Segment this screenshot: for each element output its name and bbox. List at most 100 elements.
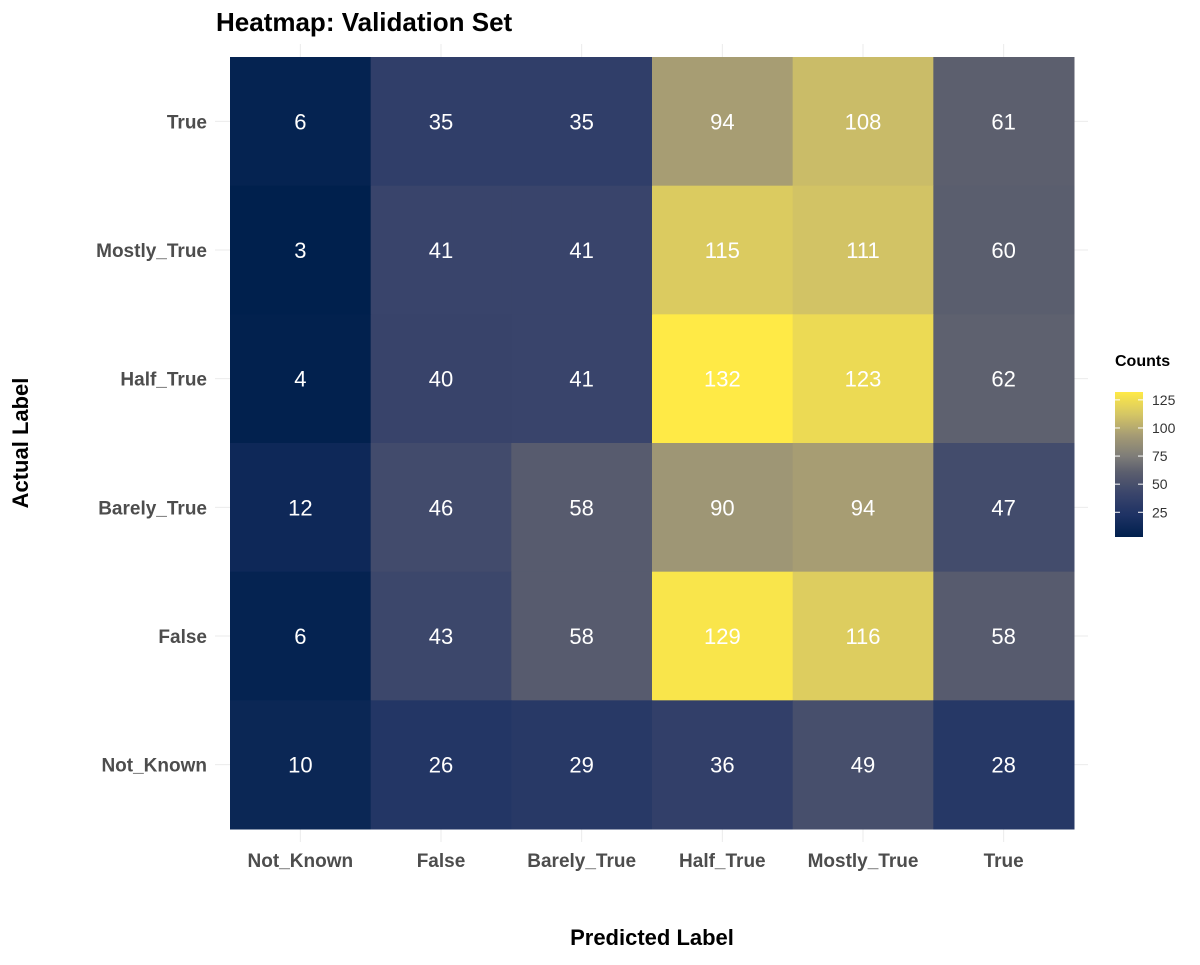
heatmap-cell: [792, 700, 934, 830]
x-tick-label: Half_True: [679, 851, 766, 872]
y-tick-label: Half_True: [120, 370, 207, 391]
heatmap-cell: [511, 443, 653, 573]
y-axis-title: Actual Label: [8, 378, 33, 509]
x-tick-label: Barely_True: [527, 851, 636, 872]
heatmap-cell: [511, 185, 653, 315]
heatmap-cell: [933, 314, 1075, 444]
cell-value-label: 41: [569, 238, 593, 263]
cell-value-label: 49: [851, 753, 875, 778]
cell-value-label: 43: [429, 624, 453, 649]
legend-colorbar: [1115, 392, 1143, 537]
cell-value-label: 12: [288, 495, 312, 520]
x-axis-title: Predicted Label: [570, 925, 734, 950]
y-tick-label: True: [167, 112, 207, 133]
cell-value-label: 90: [710, 495, 734, 520]
cell-value-label: 4: [294, 367, 306, 392]
cell-value-label: 62: [991, 367, 1015, 392]
cell-value-label: 29: [569, 753, 593, 778]
cell-value-label: 132: [704, 367, 741, 392]
legend-ticks: 25 50 75 100 125: [1115, 392, 1176, 520]
heatmap-cell: [370, 185, 512, 315]
cell-value-label: 115: [705, 238, 740, 263]
cell-value-label: 58: [569, 624, 593, 649]
heatmap-cell: [511, 700, 653, 830]
cell-value-label: 10: [288, 753, 312, 778]
x-tick-label: False: [417, 851, 466, 872]
heatmap-cell: [652, 700, 794, 830]
legend-tick-label: 100: [1152, 420, 1176, 436]
legend-tick-label: 50: [1152, 476, 1168, 492]
legend-title: Counts: [1115, 353, 1170, 370]
y-tick-label: False: [158, 627, 207, 648]
heatmap-cell: [792, 571, 934, 701]
cell-value-label: 6: [294, 624, 306, 649]
y-tick-label: Mostly_True: [96, 241, 207, 262]
x-tick-labels: Not_Known False Barely_True Half_True Mostly…: [248, 851, 1024, 872]
cell-value-label: 108: [845, 109, 882, 134]
heatmap-cell: [370, 571, 512, 701]
heatmap-cell: [511, 314, 653, 444]
cell-value-label: 3: [294, 238, 306, 263]
cell-value-label: 61: [991, 109, 1015, 134]
heatmap-cell: [792, 314, 934, 444]
heatmap-cell: [933, 57, 1075, 187]
cell-labels: 6 35 35 94 108 61 3 41 41 115 111 60 4 40 41 132 123 62 12…: [288, 109, 1016, 777]
heatmap-cell: [652, 57, 794, 187]
chart-title: Heatmap: Validation Set: [216, 7, 513, 37]
heatmap-cell: [370, 700, 512, 830]
heatmap-cell: [933, 700, 1075, 830]
heatmap-cell: [652, 185, 794, 315]
cell-value-label: 6: [294, 109, 306, 134]
x-tick-label: True: [984, 851, 1024, 872]
heatmap-cell: [230, 314, 372, 444]
x-tick-label: Not_Known: [248, 851, 354, 872]
heatmap-cell: [792, 57, 934, 187]
heatmap-cell: [230, 700, 372, 830]
heatmap-cell: [511, 57, 653, 187]
heatmap-cell: [230, 571, 372, 701]
heatmap-cells: [230, 57, 1075, 830]
heatmap-cell: [792, 443, 934, 573]
cell-value-label: 129: [704, 624, 741, 649]
cell-value-label: 35: [429, 109, 453, 134]
cell-value-label: 28: [991, 753, 1015, 778]
color-legend: Counts 25 50 75 100 125: [1115, 353, 1176, 537]
cell-value-label: 123: [845, 367, 882, 392]
heatmap-cell: [652, 571, 794, 701]
heatmap-cell: [370, 443, 512, 573]
cell-value-label: 116: [845, 624, 880, 649]
heatmap-cell: [933, 443, 1075, 573]
cell-value-label: 58: [569, 495, 593, 520]
legend-tick-label: 25: [1152, 504, 1168, 520]
heatmap-cell: [933, 185, 1075, 315]
y-tick-labels: True Mostly_True Half_True Barely_True False…: [96, 112, 207, 776]
heatmap-cell: [933, 571, 1075, 701]
heatmap-cell: [230, 443, 372, 573]
cell-value-label: 47: [991, 495, 1015, 520]
legend-tick-label: 125: [1152, 392, 1176, 408]
heatmap-cell: [792, 185, 934, 315]
x-tick-label: Mostly_True: [808, 851, 919, 872]
cell-value-label: 26: [429, 753, 453, 778]
cell-value-label: 46: [429, 495, 453, 520]
heatmap-cell: [652, 314, 794, 444]
cell-value-label: 60: [991, 238, 1015, 263]
cell-value-label: 35: [569, 109, 593, 134]
heatmap-cell: [230, 185, 372, 315]
heatmap-cell: [370, 314, 512, 444]
cell-value-label: 58: [991, 624, 1015, 649]
legend-tick-label: 75: [1152, 448, 1168, 464]
heatmap-cell: [230, 57, 372, 187]
y-tick-label: Barely_True: [98, 498, 207, 519]
cell-value-label: 94: [851, 495, 875, 520]
cell-value-label: 36: [710, 753, 734, 778]
heatmap-cell: [652, 443, 794, 573]
cell-value-label: 111: [846, 238, 879, 263]
heatmap-cell: [370, 57, 512, 187]
cell-value-label: 40: [429, 367, 453, 392]
cell-value-label: 41: [569, 367, 593, 392]
cell-value-label: 41: [429, 238, 453, 263]
cell-value-label: 94: [710, 109, 734, 134]
